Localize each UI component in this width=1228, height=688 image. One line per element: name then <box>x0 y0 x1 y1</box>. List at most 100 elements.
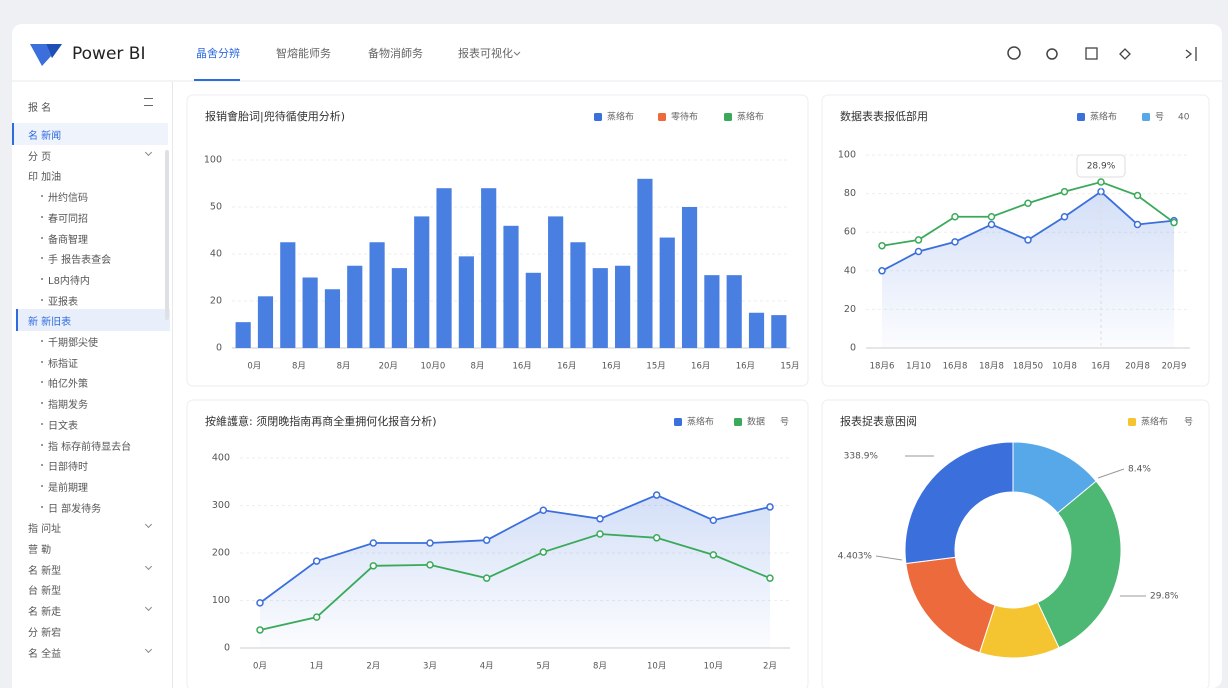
point <box>426 561 434 569</box>
sidebar-item[interactable]: 备商智理 <box>48 234 88 246</box>
y-tick-label: 0 <box>224 643 230 654</box>
nav-tab[interactable]: 报表可视化 <box>458 46 513 60</box>
sidebar-item[interactable]: 名 新闻 <box>28 131 62 142</box>
sidebar-item[interactable]: 名 全益 <box>28 648 62 660</box>
legend-label: 零待布 <box>671 111 698 123</box>
x-tick-label: 10月 <box>647 662 666 672</box>
sidebar-title: 报 名 <box>28 103 52 114</box>
x-tick-label: 15月 <box>646 362 665 372</box>
sidebar-item[interactable]: 日部待时 <box>48 462 88 474</box>
point <box>539 548 548 556</box>
sidebar-item[interactable]: 分 新宕 <box>28 627 62 639</box>
area <box>260 495 770 648</box>
nav-tab[interactable]: 备物消師务 <box>368 46 423 60</box>
legend-label: 号 <box>1184 417 1193 428</box>
sub-bullet <box>41 215 43 218</box>
share-icon[interactable] <box>1119 48 1131 60</box>
sidebar-item[interactable]: 是前期理 <box>48 482 88 494</box>
sidebar-item[interactable]: 千期鄧尖使 <box>48 338 98 349</box>
sidebar-item[interactable]: 亚报表 <box>48 296 78 308</box>
tab-chevron <box>513 51 521 56</box>
sub-bullet <box>41 505 43 508</box>
bar <box>436 188 452 348</box>
sidebar-item[interactable]: 日文表 <box>48 420 78 432</box>
sidebar-item[interactable]: 分 页 <box>28 151 52 163</box>
point <box>914 247 923 256</box>
scrollbar <box>165 150 169 320</box>
legend-label: 蒸络布 <box>1090 111 1117 123</box>
y-tick-label: 40 <box>210 249 222 260</box>
x-tick-label: 2月 <box>366 662 380 672</box>
y-tick-label: 50 <box>210 202 222 213</box>
sidebar-item[interactable]: 营 勒 <box>28 545 52 556</box>
sidebar-menu-icon <box>144 98 153 106</box>
point <box>1133 220 1142 229</box>
chart-title: 报表捉表意困阅 <box>840 414 917 428</box>
nav-tab[interactable]: 晶舍分辨 <box>196 46 240 60</box>
search-icon[interactable] <box>1007 46 1021 60</box>
point <box>256 626 264 634</box>
x-tick-label: 10月8 <box>1052 362 1077 372</box>
sidebar-item[interactable]: 台 新型 <box>28 586 62 598</box>
point <box>596 515 604 523</box>
x-tick-label: 8月 <box>337 362 351 372</box>
bar <box>615 265 631 348</box>
chart-title: 报销會胎词|兜待循使用分析) <box>205 109 345 123</box>
line <box>259 533 771 631</box>
point <box>766 503 774 511</box>
point <box>312 613 321 621</box>
logo-icon <box>30 44 62 66</box>
sidebar-item[interactable]: 名 新型 <box>28 565 62 577</box>
exit-icon[interactable] <box>1185 47 1197 61</box>
legend-swatch <box>658 113 666 121</box>
donut-annotation: 4.403% <box>838 552 873 562</box>
legend-label: 蒸络布 <box>607 111 634 123</box>
sidebar-item[interactable]: 名 新走 <box>28 607 62 619</box>
legend-swatch <box>1142 113 1150 121</box>
sidebar-item[interactable]: 春可同招 <box>48 213 88 225</box>
x-tick-label: 16月 <box>1091 362 1110 372</box>
sidebar-item[interactable]: 手 报告表查会 <box>48 255 112 267</box>
line <box>259 494 771 604</box>
sub-bullet <box>41 464 43 467</box>
sidebar-item[interactable]: 帕亿外策 <box>48 379 88 391</box>
legend-label: 40 <box>1178 113 1190 123</box>
calendar-icon[interactable] <box>1085 47 1098 60</box>
x-tick-label: 16月 <box>602 362 621 372</box>
bar <box>481 188 497 348</box>
point <box>878 267 886 275</box>
sidebar-item[interactable]: 卅约信码 <box>48 193 88 205</box>
settings-icon[interactable] <box>1046 48 1058 60</box>
sidebar-item[interactable]: L8内待内 <box>48 275 90 287</box>
point <box>369 539 378 547</box>
sidebar-item[interactable]: 指 问址 <box>28 524 62 536</box>
sub-bullet <box>41 484 43 487</box>
sidebar-item[interactable]: 新 新旧表 <box>28 317 72 329</box>
bar <box>369 242 385 348</box>
y-tick-label: 200 <box>212 548 230 559</box>
legend-label: 蒸络布 <box>687 416 714 428</box>
bar <box>748 312 765 348</box>
logo-icon-part <box>46 44 62 58</box>
x-tick-label: 18月8 <box>979 362 1004 372</box>
x-tick-label: 16月 <box>557 362 576 372</box>
annotation-leader <box>1097 468 1125 479</box>
sub-bullet <box>41 195 43 198</box>
point <box>987 213 996 221</box>
bar <box>347 265 363 348</box>
nav-tab[interactable]: 智熔能师务 <box>276 46 331 60</box>
sidebar-item[interactable]: 标指证 <box>48 358 78 370</box>
sidebar-item[interactable]: 日 部发待务 <box>48 503 102 515</box>
y-tick-label: 300 <box>212 500 230 511</box>
bar <box>681 207 698 348</box>
bar <box>659 237 675 348</box>
sidebar-item[interactable]: 指 标存前待显去台 <box>48 441 132 453</box>
sidebar-item[interactable]: 印 加油 <box>28 172 62 184</box>
point <box>426 539 434 547</box>
sidebar-item[interactable]: 指期发务 <box>48 400 88 412</box>
point <box>539 506 548 514</box>
x-tick-label: 16月 <box>691 362 710 372</box>
active-item-bg <box>12 123 168 145</box>
sub-bullet <box>41 402 43 405</box>
